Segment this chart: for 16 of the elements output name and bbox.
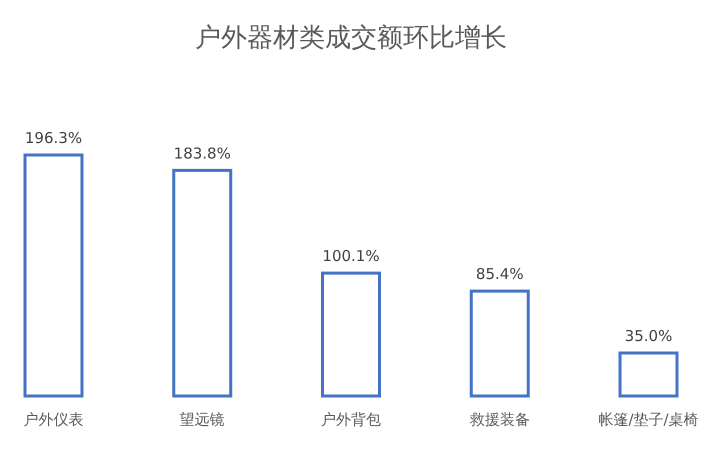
x-tick-label: 帐篷/垫子/桌椅 bbox=[598, 410, 699, 428]
bar bbox=[321, 272, 381, 398]
x-tick-label: 救援装备 bbox=[468, 410, 530, 428]
x-tick-label: 户外仪表 bbox=[23, 410, 84, 428]
data-label: 183.8% bbox=[174, 144, 231, 162]
bar bbox=[172, 168, 232, 398]
bar bbox=[24, 154, 84, 398]
x-tick-label: 望远镜 bbox=[180, 410, 225, 428]
bar bbox=[618, 352, 678, 398]
data-label: 100.1% bbox=[322, 247, 380, 266]
data-label: 196.3% bbox=[24, 129, 82, 147]
data-label: 85.4% bbox=[476, 265, 524, 284]
x-tick-label: 户外背包 bbox=[321, 410, 381, 428]
data-label: 35.0% bbox=[624, 327, 672, 346]
chart-title: 户外器材类成交额环比增长 bbox=[195, 23, 507, 53]
bar bbox=[470, 290, 530, 398]
